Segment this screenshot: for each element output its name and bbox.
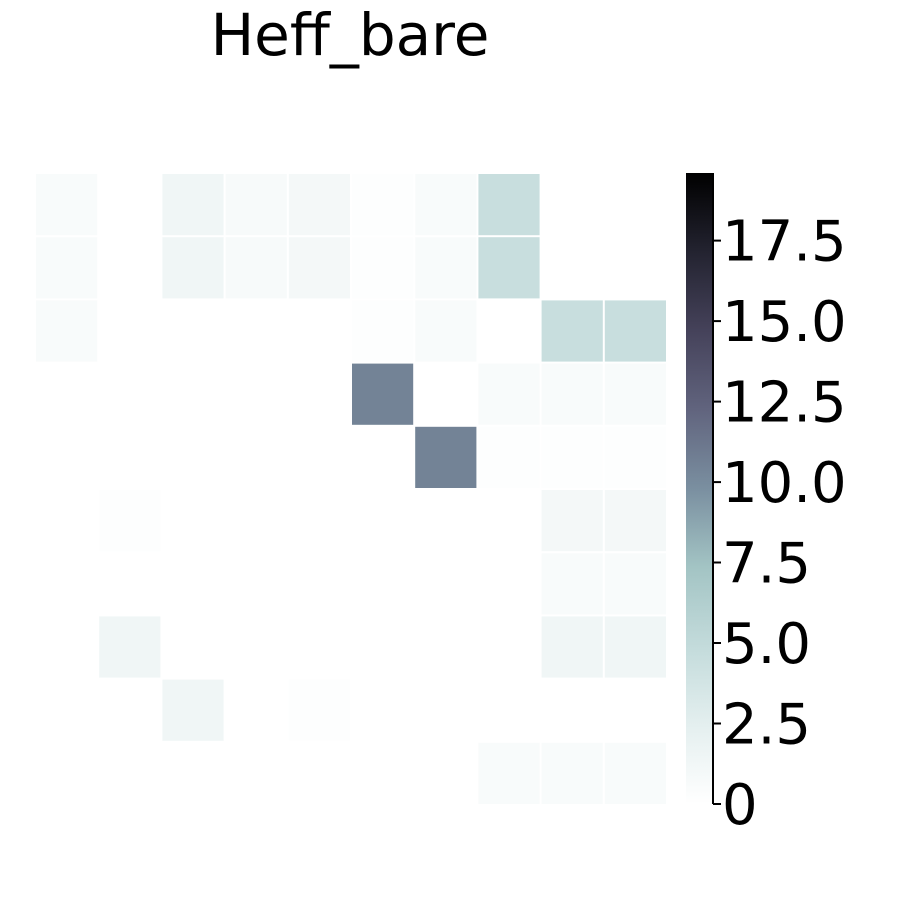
heatmap-cell [415, 237, 477, 299]
heatmap-cell [99, 490, 161, 552]
heatmap-cell [478, 742, 540, 804]
heatmap-cell [478, 237, 540, 299]
heatmap-cell [541, 490, 603, 552]
heatmap-cell [478, 426, 540, 488]
heatmap-cell [162, 679, 224, 741]
heatmap-cell [541, 363, 603, 425]
heatmap-cell [541, 426, 603, 488]
heatmap-cell [415, 426, 477, 488]
colorbar-tick-label: 15.0 [722, 290, 847, 355]
heatmap-cell [541, 300, 603, 362]
heatmap-cell [352, 237, 414, 299]
heatmap-cell [604, 742, 666, 804]
colorbar [686, 173, 713, 804]
heatmap-cell [478, 363, 540, 425]
colorbar-tick-label: 10.0 [722, 451, 847, 516]
heatmap-cells [36, 174, 666, 804]
colorbar-tick-label: 2.5 [722, 693, 811, 758]
heatmap-cell [604, 300, 666, 362]
colorbar-tick-label: 0 [722, 773, 758, 838]
colorbar-tick-label: 7.5 [722, 532, 811, 597]
heatmap-cell [604, 553, 666, 615]
heatmap-cell [604, 363, 666, 425]
heatmap-cell [604, 490, 666, 552]
heatmap-cell [225, 237, 287, 299]
chart-title: Heff_bare [211, 1, 490, 69]
heatmap-cell [352, 363, 414, 425]
heatmap-cell [99, 616, 161, 678]
colorbar-tick-label: 17.5 [722, 210, 847, 275]
heatmap-cell [288, 174, 350, 236]
heatmap-cell [415, 174, 477, 236]
heatmap-cell [541, 616, 603, 678]
heatmap-cell [288, 679, 350, 741]
heatmap-cell [541, 742, 603, 804]
heatmap-cell [36, 174, 98, 236]
heatmap-cell [162, 174, 224, 236]
colorbar-tick-label: 12.5 [722, 371, 847, 436]
colorbar-tick-label: 5.0 [722, 612, 811, 677]
heatmap-cell [352, 174, 414, 236]
heatmap-cell [604, 616, 666, 678]
heatmap-cell [604, 426, 666, 488]
heatmap-cell [352, 300, 414, 362]
heatmap-cell [225, 174, 287, 236]
heatmap-cell [478, 174, 540, 236]
heatmap-cell [36, 237, 98, 299]
heatmap-cell [541, 553, 603, 615]
heatmap-cell [36, 300, 98, 362]
colorbar-ticks: 0 2.5 5.0 7.5 10.0 12.5 15.0 17.5 [713, 210, 847, 838]
heatmap-cell [415, 300, 477, 362]
heatmap-cell [288, 237, 350, 299]
heatmap-cell [162, 237, 224, 299]
